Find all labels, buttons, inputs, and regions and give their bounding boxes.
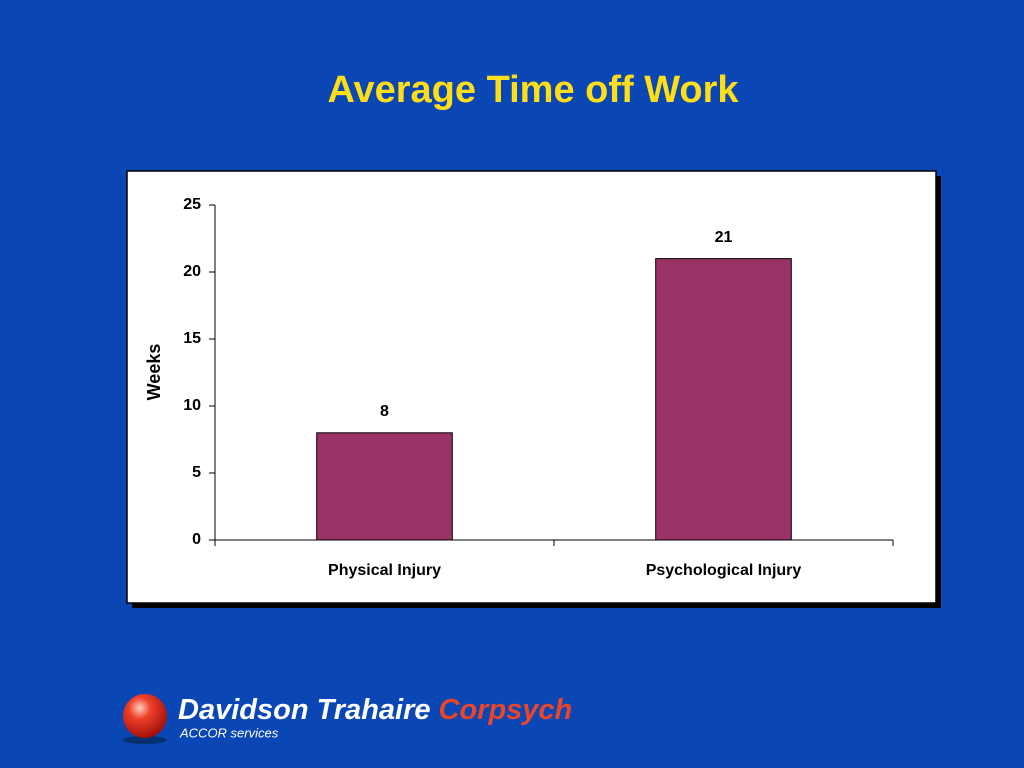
logo-name: Davidson Trahaire (178, 694, 431, 726)
slide-title: Average Time off Work (327, 69, 739, 111)
y-tick-label: 20 (183, 263, 201, 280)
value-label: 21 (715, 229, 733, 246)
value-label: 8 (380, 403, 389, 420)
y-tick-label: 15 (183, 330, 201, 347)
logo-sphere (123, 694, 167, 738)
logo-shadow (123, 736, 167, 744)
x-tick-label: Physical Injury (328, 562, 441, 579)
logo-accent: Corpsych (439, 694, 573, 726)
logo-text: Davidson Trahaire Corpsych (178, 694, 572, 726)
bar (655, 258, 792, 541)
y-tick-label: 10 (183, 397, 201, 414)
y-tick-label: 25 (183, 196, 201, 213)
chart-frame (126, 170, 937, 604)
y-tick-label: 5 (192, 464, 201, 481)
y-axis-label: Weeks (144, 344, 164, 401)
bar (316, 432, 453, 541)
logo-tagline: ACCOR services (179, 725, 279, 740)
y-tick-label: 0 (192, 531, 201, 548)
x-tick-label: Psychological Injury (646, 562, 802, 579)
plot: 0 5 10 15 20 25 Physical Injury 8 Psychological … (183, 196, 894, 579)
